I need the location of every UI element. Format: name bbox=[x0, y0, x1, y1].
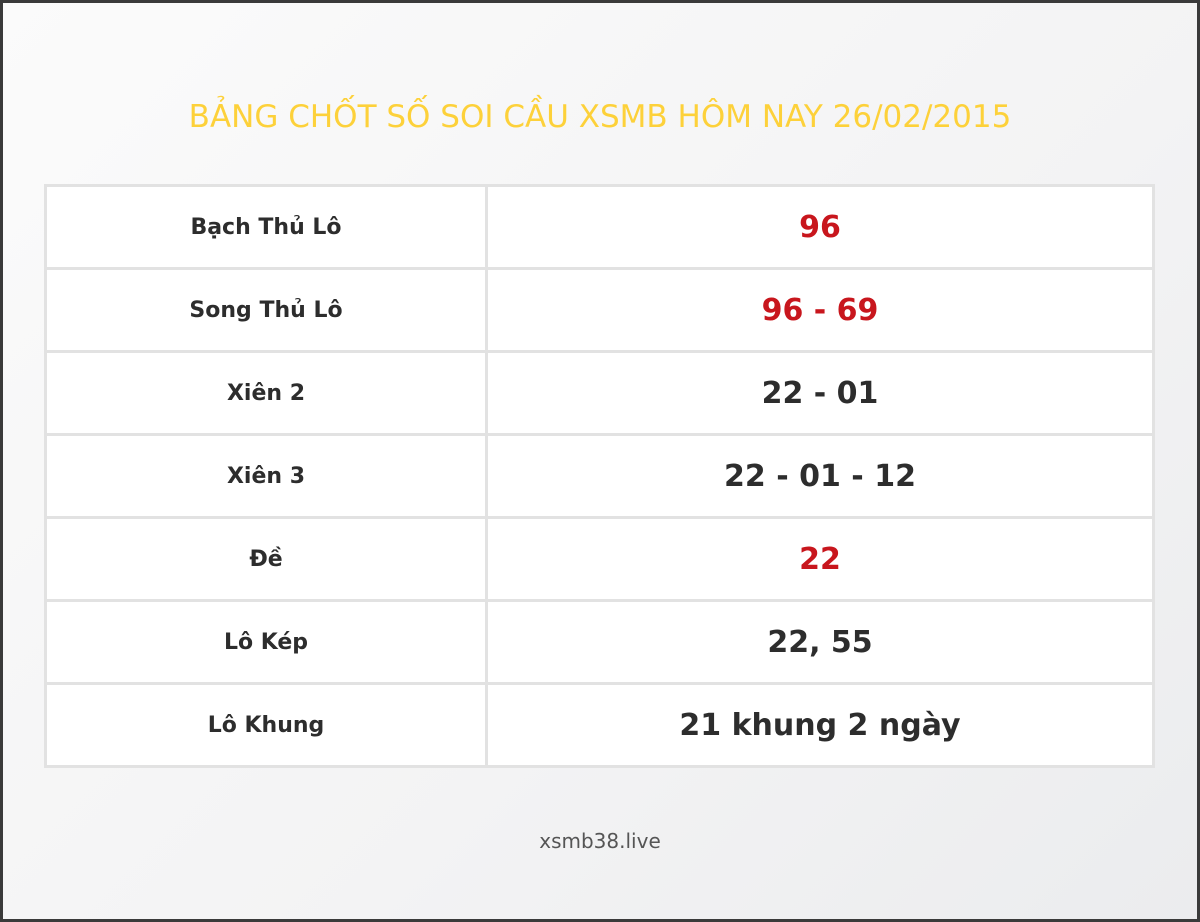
row-value: 22 - 01 bbox=[485, 350, 1155, 436]
table-row: Song Thủ Lô 96 - 69 bbox=[44, 267, 1155, 353]
row-value: 22 - 01 - 12 bbox=[485, 433, 1155, 519]
table-row: Bạch Thủ Lô 96 bbox=[44, 184, 1155, 270]
site-footer: xsmb38.live bbox=[539, 829, 661, 853]
table-row: Xiên 2 22 - 01 bbox=[44, 350, 1155, 436]
row-label: Bạch Thủ Lô bbox=[44, 184, 488, 270]
row-label: Xiên 3 bbox=[44, 433, 488, 519]
row-label: Lô Kép bbox=[44, 599, 488, 685]
row-value: 96 bbox=[485, 184, 1155, 270]
row-value: 21 khung 2 ngày bbox=[485, 682, 1155, 768]
row-value: 22 bbox=[485, 516, 1155, 602]
row-label: Lô Khung bbox=[44, 682, 488, 768]
row-value: 96 - 69 bbox=[485, 267, 1155, 353]
row-label: Song Thủ Lô bbox=[44, 267, 488, 353]
row-label: Xiên 2 bbox=[44, 350, 488, 436]
prediction-table: Bạch Thủ Lô 96 Song Thủ Lô 96 - 69 Xiên 2 22 … bbox=[44, 184, 1155, 768]
row-label: Đề bbox=[44, 516, 488, 602]
table-row: Xiên 3 22 - 01 - 12 bbox=[44, 433, 1155, 519]
table-row: Lô Kép 22, 55 bbox=[44, 599, 1155, 685]
row-value: 22, 55 bbox=[485, 599, 1155, 685]
table-row: Đề 22 bbox=[44, 516, 1155, 602]
table-row: Lô Khung 21 khung 2 ngày bbox=[44, 682, 1155, 768]
page-title: BẢNG CHỐT SỐ SOI CẦU XSMB HÔM NAY 26/02/… bbox=[188, 99, 1012, 135]
